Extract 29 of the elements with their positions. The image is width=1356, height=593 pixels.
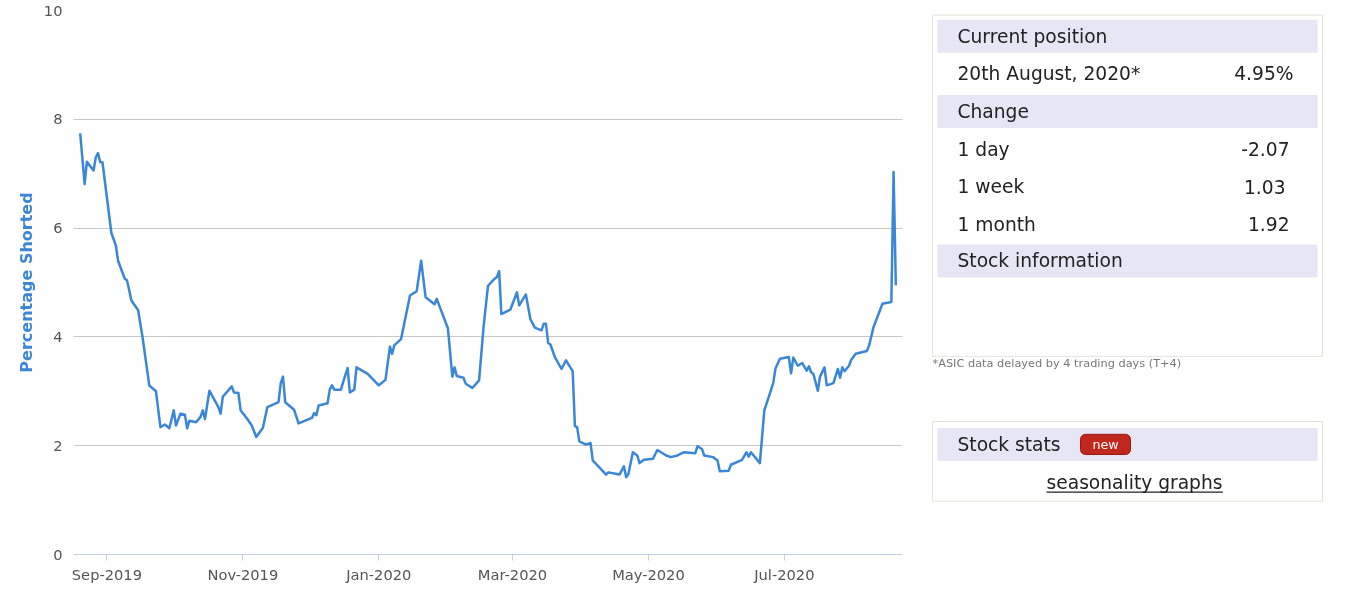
y-tick-label: 6 <box>53 219 63 237</box>
text: -2.07 <box>1241 139 1290 161</box>
x-tick-label: Jul-2020 <box>753 565 815 583</box>
y-tick-label: 10 <box>43 1 63 19</box>
y-tick-label: 8 <box>53 110 63 128</box>
text: 1 month <box>957 213 1036 235</box>
text: Current position <box>957 25 1108 47</box>
text: new <box>1092 436 1119 452</box>
y-tick-label: 0 <box>53 545 63 563</box>
x-tick-label: May-2020 <box>612 565 685 583</box>
text: seasonality graphs <box>1046 471 1223 493</box>
x-tick-label: Nov-2019 <box>207 565 279 583</box>
text: 20th August, 2020* <box>957 63 1141 85</box>
x-tick-label: Mar-2020 <box>477 565 548 583</box>
y-axis-title: Percentage Shorted <box>16 192 36 373</box>
text: 1.92 <box>1247 214 1290 236</box>
text: Stock stats <box>957 433 1061 455</box>
text: Stock information <box>957 250 1123 272</box>
text: 1 week <box>957 176 1025 198</box>
x-tick-label: Sep-2019 <box>71 565 143 583</box>
text: 4.95% <box>1234 63 1294 85</box>
text: 1.03 <box>1243 176 1286 198</box>
y-tick-label: 4 <box>53 327 63 345</box>
line-series <box>78 132 898 479</box>
text: 1 day <box>957 138 1010 160</box>
text: *ASIC data delayed by 4 trading days (T+4) <box>932 355 1182 370</box>
x-tick-label: Jan-2020 <box>345 565 412 583</box>
text: Change <box>957 100 1029 122</box>
y-tick-label: 2 <box>53 436 63 454</box>
